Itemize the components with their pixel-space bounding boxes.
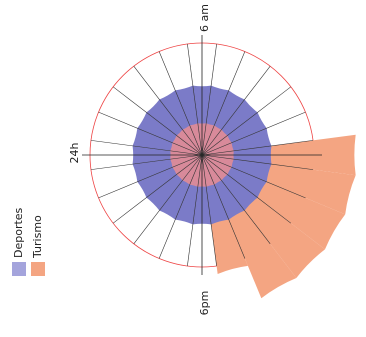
spoke-3 <box>133 65 203 156</box>
legend-label-deportes: Deportes <box>12 207 25 258</box>
spoke-2 <box>112 86 203 156</box>
spoke-5 <box>187 43 203 156</box>
spoke-16 <box>201 154 246 259</box>
sector-series2-h20 <box>182 155 202 185</box>
spoke-14 <box>201 154 292 224</box>
sector-series2-h2 <box>172 135 202 155</box>
sector-layer <box>132 85 356 299</box>
spoke-1 <box>98 111 203 156</box>
legend-swatch-turismo <box>31 262 45 276</box>
sector-series2-h8 <box>202 125 222 155</box>
spoke-layer <box>82 35 322 275</box>
legend-label-turismo: Turismo <box>31 215 44 259</box>
spoke-17 <box>201 154 217 267</box>
spoke-15 <box>201 154 271 245</box>
sector-series2-h21 <box>176 155 202 181</box>
spoke-0 <box>90 140 203 156</box>
angular-label-24h: 24h <box>68 142 81 163</box>
angular-label-6pm: 6pm <box>198 291 211 316</box>
legend-swatch-deportes <box>12 262 26 276</box>
spoke-23 <box>90 154 203 170</box>
sector-series2-h4 <box>182 125 202 155</box>
spoke-11 <box>201 140 314 156</box>
sector-series2-h9 <box>202 129 228 155</box>
sector-series2-h3 <box>176 129 202 155</box>
spoke-19 <box>158 154 203 259</box>
spoke-4 <box>158 51 203 156</box>
spoke-18 <box>187 154 203 267</box>
spoke-21 <box>112 154 203 224</box>
sector-series2-h14 <box>202 155 232 175</box>
spoke-6 <box>201 43 217 156</box>
spoke-8 <box>201 65 271 156</box>
sector-series2-h15 <box>202 155 228 181</box>
spoke-13 <box>201 154 306 199</box>
spoke-7 <box>201 51 246 156</box>
spoke-10 <box>201 111 306 156</box>
spoke-20 <box>133 154 203 245</box>
sector-series2-h16 <box>202 155 222 185</box>
sector-series2-h10 <box>202 135 232 155</box>
spoke-22 <box>98 154 203 199</box>
angular-label-6am: 6 am <box>198 4 211 32</box>
sector-series2-h22 <box>172 155 202 175</box>
legend: Deportes Turismo <box>12 207 45 276</box>
spoke-9 <box>201 86 292 156</box>
spoke-12 <box>201 154 314 170</box>
